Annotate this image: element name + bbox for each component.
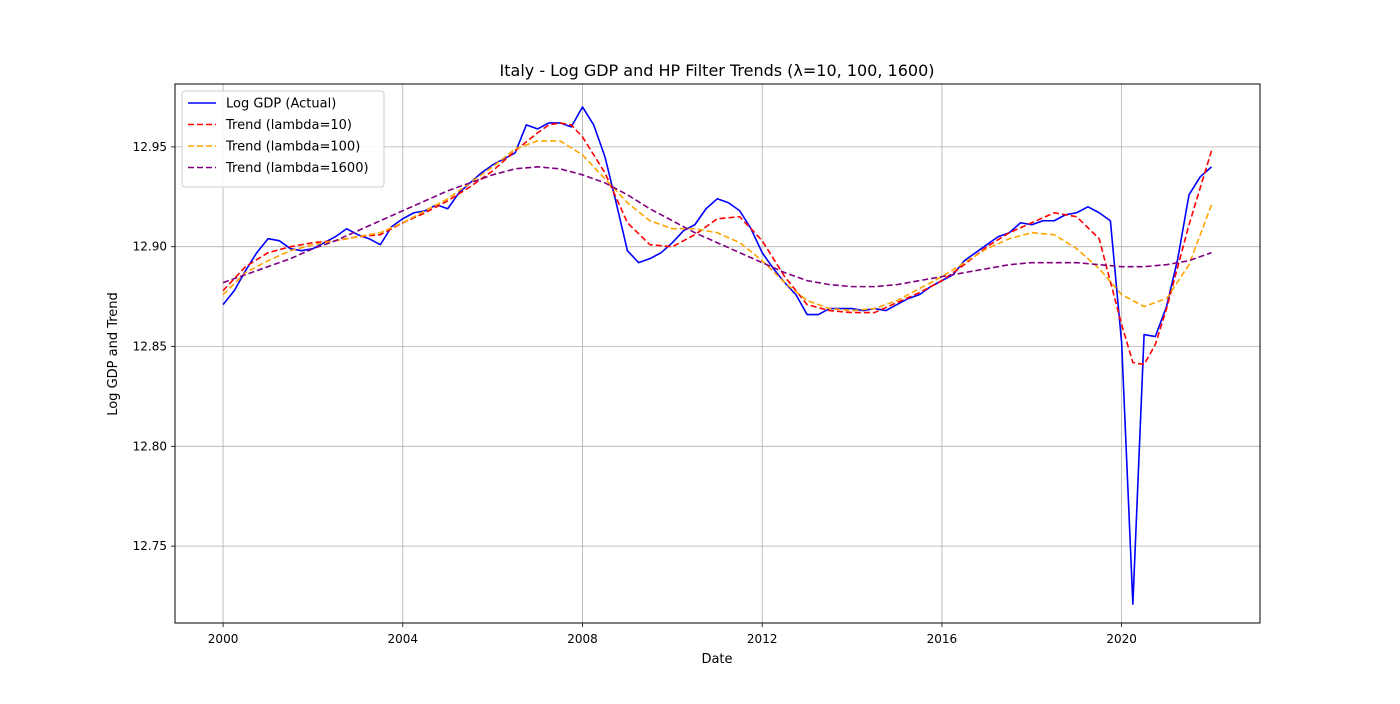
x-tick-label: 2004 [388, 632, 419, 646]
x-tick-label: 2008 [567, 632, 598, 646]
series-line-trend-lambda-10 [222, 122, 1213, 366]
x-tick-label: 2012 [747, 632, 778, 646]
legend-label-trend-lambda-100: Trend (lambda=100) [225, 140, 360, 155]
x-tick-label: 2020 [1106, 632, 1137, 646]
x-tick-label: 2016 [927, 632, 958, 646]
y-tick-label: 12.80 [133, 439, 167, 453]
y-tick-label: 12.95 [133, 140, 167, 154]
y-tick-label: 12.85 [133, 340, 167, 354]
legend-label-trend-lambda-1600: Trend (lambda=1600) [225, 161, 369, 176]
plot-frame [174, 83, 1261, 624]
x-axis-label: Date [701, 652, 732, 667]
legend-box [181, 90, 385, 188]
series-line-log-gdp-actual [222, 106, 1213, 605]
legend-label-log-gdp-actual: Log GDP (Actual) [226, 97, 336, 112]
x-tick-label: 2000 [208, 632, 239, 646]
legend: Log GDP (Actual) Trend (lambda=10) Trend (… [181, 90, 385, 188]
ticks-layer: 2000 2004 2008 2012 2016 2020 12.75 12.80 12.85 1… [133, 140, 1137, 646]
y-tick-label: 12.75 [133, 539, 167, 553]
series-layer [222, 106, 1213, 605]
series-line-trend-lambda-100 [222, 140, 1213, 312]
legend-label-trend-lambda-10: Trend (lambda=10) [225, 118, 352, 133]
series-line-trend-lambda-1600 [222, 166, 1212, 288]
y-tick-label: 12.90 [133, 240, 167, 254]
y-axis-label: Log GDP and Trend [106, 292, 121, 416]
chart-title: Italy - Log GDP and HP Filter Trends (λ=… [500, 61, 935, 80]
